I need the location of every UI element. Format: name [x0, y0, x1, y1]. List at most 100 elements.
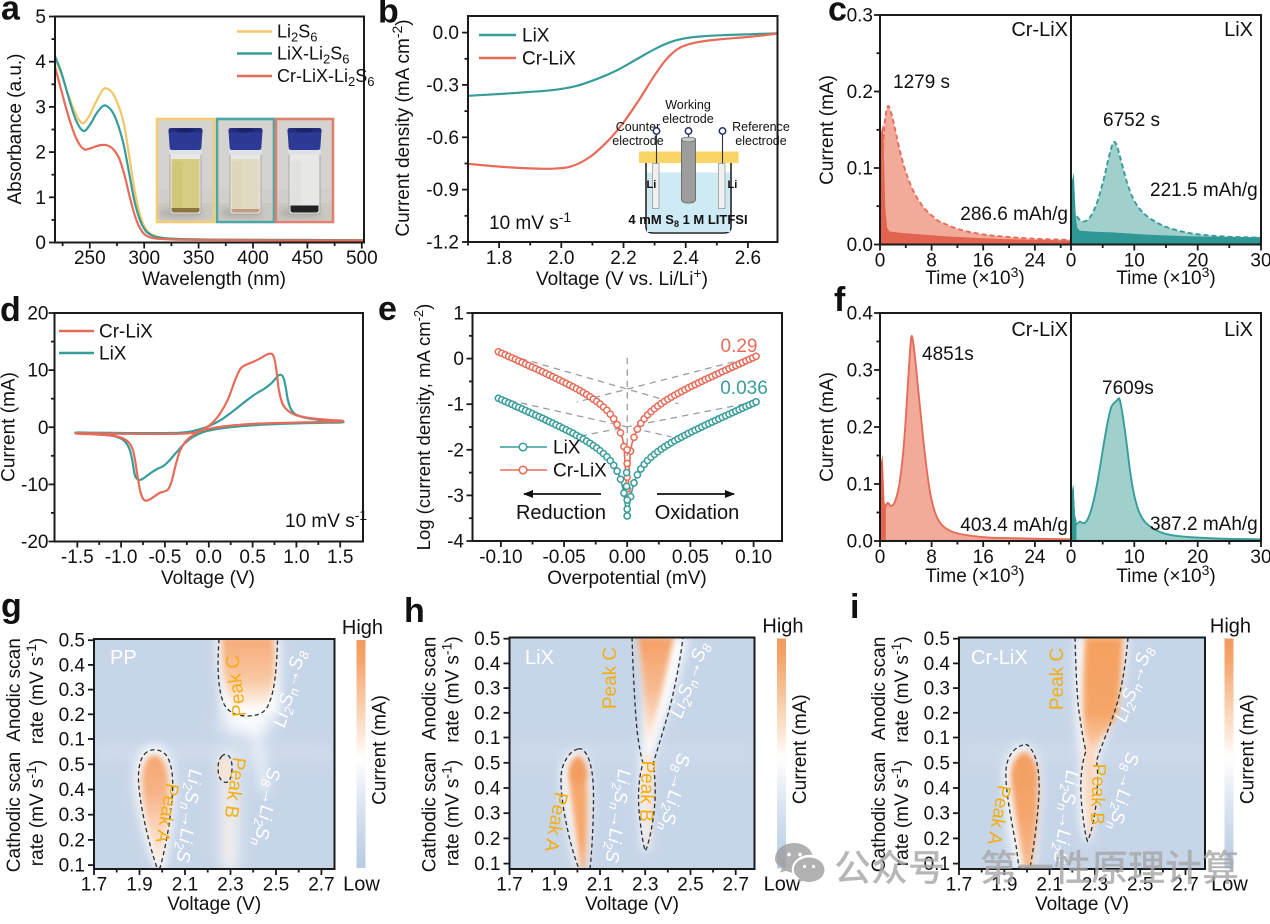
- svg-text:6752 s: 6752 s: [1103, 110, 1160, 131]
- svg-text:0.29: 0.29: [721, 336, 758, 357]
- svg-text:a: a: [1, 0, 21, 28]
- svg-text:Peak C: Peak C: [600, 647, 621, 709]
- svg-text:0.1: 0.1: [474, 728, 500, 749]
- svg-text:0.2: 0.2: [474, 829, 500, 850]
- svg-text:Time (×103​): Time (×103​): [925, 264, 1024, 289]
- svg-text:-1.0: -1.0: [105, 547, 138, 568]
- svg-text:0.3: 0.3: [847, 6, 873, 27]
- svg-text:Cathodic scan: Cathodic scan: [869, 752, 890, 872]
- svg-text:5: 5: [35, 7, 46, 28]
- svg-text:0: 0: [1066, 547, 1077, 568]
- svg-text:0.4: 0.4: [59, 655, 86, 676]
- svg-text:0.2: 0.2: [847, 82, 873, 103]
- svg-text:e: e: [378, 290, 397, 328]
- svg-text:0.1: 0.1: [59, 856, 85, 877]
- svg-text:2: 2: [35, 143, 46, 164]
- svg-text:g: g: [1, 587, 22, 625]
- svg-text:High: High: [342, 617, 383, 639]
- svg-text:-4: -4: [447, 532, 464, 553]
- svg-text:Overpotential (mV): Overpotential (mV): [547, 568, 706, 589]
- svg-text:2.1: 2.1: [1036, 875, 1062, 896]
- svg-text:1.9: 1.9: [126, 875, 152, 896]
- svg-text:Wavelength (nm): Wavelength (nm): [142, 269, 286, 290]
- svg-text:Oxidation: Oxidation: [655, 502, 740, 524]
- svg-text:0.10: 0.10: [735, 547, 772, 568]
- svg-text:400: 400: [237, 248, 269, 269]
- svg-text:0.4: 0.4: [924, 779, 951, 800]
- svg-text:Cr-LiX-Li2​S6​: Cr-LiX-Li2​S6​: [277, 66, 375, 89]
- svg-text:10: 10: [1124, 251, 1145, 272]
- svg-text:electrode: electrode: [612, 134, 663, 148]
- svg-text:10 mV s-1​: 10 mV s-1​: [489, 209, 571, 234]
- svg-text:0.2: 0.2: [474, 703, 500, 724]
- svg-text:4 mM S8​ 1 M LITFSI: 4 mM S8​ 1 M LITFSI: [628, 212, 747, 229]
- svg-text:Working: Working: [665, 98, 711, 112]
- svg-text:-3: -3: [447, 486, 464, 507]
- svg-text:30: 30: [1250, 547, 1270, 568]
- svg-text:0.5: 0.5: [239, 547, 265, 568]
- svg-text:Counter: Counter: [616, 120, 660, 134]
- svg-text:Cr-LiX: Cr-LiX: [1011, 19, 1068, 41]
- svg-text:450: 450: [292, 248, 324, 269]
- svg-text:Time (×103​): Time (×103​): [925, 562, 1024, 587]
- svg-text:Current density (mA cm-2​): Current density (mA cm-2​): [389, 19, 414, 236]
- svg-text:0.1: 0.1: [847, 159, 873, 180]
- svg-text:Cathodic scan: Cathodic scan: [4, 752, 25, 872]
- svg-text:0.5: 0.5: [924, 753, 950, 774]
- svg-text:24: 24: [1024, 251, 1046, 272]
- svg-text:-0.05: -0.05: [542, 547, 585, 568]
- svg-text:300: 300: [128, 248, 160, 269]
- svg-text:electrode: electrode: [735, 134, 786, 148]
- svg-text:0.5: 0.5: [59, 755, 85, 776]
- svg-text:Anodic scan: Anodic scan: [869, 637, 890, 741]
- svg-text:24: 24: [1024, 547, 1046, 568]
- svg-text:Time (×103​): Time (×103​): [1116, 562, 1215, 587]
- svg-text:2.7: 2.7: [308, 875, 334, 896]
- svg-text:-0.10: -0.10: [479, 547, 522, 568]
- svg-text:0.036: 0.036: [720, 378, 768, 399]
- svg-text:-1.5: -1.5: [61, 547, 94, 568]
- svg-text:0: 0: [38, 418, 49, 439]
- svg-text:0.3: 0.3: [924, 679, 950, 700]
- svg-text:10: 10: [27, 361, 48, 382]
- svg-text:Li: Li: [647, 179, 657, 191]
- svg-text:387.2 mAh/g: 387.2 mAh/g: [1150, 514, 1258, 535]
- svg-text:Current (mA): Current (mA): [1238, 694, 1259, 804]
- svg-text:1.9: 1.9: [541, 875, 567, 896]
- svg-text:1.7: 1.7: [496, 875, 522, 896]
- svg-text:LiX: LiX: [553, 438, 581, 459]
- svg-text:Reduction: Reduction: [516, 502, 606, 524]
- svg-text:Cr-LiX: Cr-LiX: [1011, 319, 1068, 341]
- svg-text:0: 0: [875, 251, 886, 272]
- svg-text:Peak B: Peak B: [1086, 763, 1109, 825]
- svg-text:16: 16: [973, 547, 994, 568]
- svg-text:-20: -20: [21, 532, 48, 553]
- svg-text:Low: Low: [343, 874, 380, 896]
- svg-text:Peak B: Peak B: [635, 760, 658, 822]
- svg-text:2.3: 2.3: [217, 875, 243, 896]
- svg-text:Reference: Reference: [732, 120, 790, 134]
- svg-text:Low: Low: [1211, 874, 1248, 896]
- svg-text:0.2: 0.2: [924, 829, 950, 850]
- svg-text:1.5: 1.5: [327, 547, 353, 568]
- svg-text:1.8: 1.8: [486, 248, 512, 269]
- svg-text:0.2: 0.2: [59, 830, 85, 851]
- svg-text:20: 20: [27, 304, 48, 325]
- svg-text:0.0: 0.0: [433, 23, 459, 44]
- svg-text:20: 20: [1187, 547, 1208, 568]
- svg-text:1279 s: 1279 s: [893, 72, 950, 93]
- svg-text:0: 0: [875, 547, 886, 568]
- svg-text:Log (current density, mA cm-2​: Log (current density, mA cm-2​): [411, 304, 434, 551]
- svg-text:16: 16: [973, 251, 994, 272]
- svg-text:1.0: 1.0: [283, 547, 309, 568]
- svg-text:2.7: 2.7: [1172, 875, 1198, 896]
- svg-text:0.4: 0.4: [847, 304, 874, 325]
- svg-text:1.7: 1.7: [946, 875, 972, 896]
- svg-text:4851s: 4851s: [922, 344, 974, 365]
- svg-text:2.5: 2.5: [677, 875, 703, 896]
- svg-text:High: High: [1210, 616, 1251, 638]
- svg-text:-10: -10: [21, 475, 48, 496]
- svg-text:0.0: 0.0: [196, 547, 222, 568]
- svg-text:-1.2: -1.2: [426, 233, 459, 254]
- svg-text:0.1: 0.1: [847, 475, 873, 496]
